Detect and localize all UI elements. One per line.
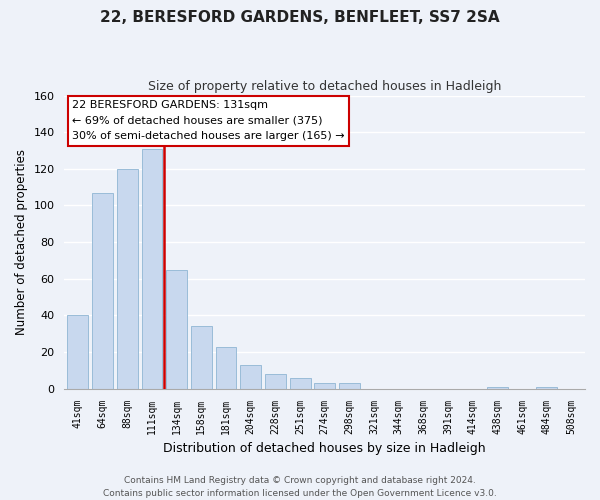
Bar — [166, 270, 187, 388]
Bar — [142, 148, 163, 388]
Bar — [67, 316, 88, 388]
Text: 22, BERESFORD GARDENS, BENFLEET, SS7 2SA: 22, BERESFORD GARDENS, BENFLEET, SS7 2SA — [100, 10, 500, 25]
Bar — [339, 383, 360, 388]
Bar — [92, 192, 113, 388]
Bar — [487, 387, 508, 388]
Bar — [536, 387, 557, 388]
Bar — [265, 374, 286, 388]
Bar — [215, 346, 236, 389]
Title: Size of property relative to detached houses in Hadleigh: Size of property relative to detached ho… — [148, 80, 502, 93]
Bar — [191, 326, 212, 388]
Bar — [240, 365, 261, 388]
Text: Contains HM Land Registry data © Crown copyright and database right 2024.
Contai: Contains HM Land Registry data © Crown c… — [103, 476, 497, 498]
Y-axis label: Number of detached properties: Number of detached properties — [15, 149, 28, 335]
Text: 22 BERESFORD GARDENS: 131sqm
← 69% of detached houses are smaller (375)
30% of s: 22 BERESFORD GARDENS: 131sqm ← 69% of de… — [72, 100, 345, 141]
Bar — [117, 169, 138, 388]
X-axis label: Distribution of detached houses by size in Hadleigh: Distribution of detached houses by size … — [163, 442, 486, 455]
Bar — [290, 378, 311, 388]
Bar — [314, 383, 335, 388]
